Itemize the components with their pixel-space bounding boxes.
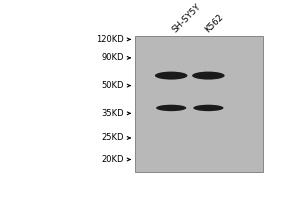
Text: K562: K562 [203, 13, 225, 35]
Text: 90KD: 90KD [101, 53, 124, 62]
Text: 25KD: 25KD [101, 133, 124, 142]
Ellipse shape [155, 72, 188, 80]
Text: 35KD: 35KD [101, 109, 124, 118]
Text: 50KD: 50KD [101, 81, 124, 90]
Ellipse shape [193, 105, 224, 111]
Ellipse shape [192, 72, 225, 80]
Ellipse shape [156, 105, 186, 111]
FancyBboxPatch shape [135, 36, 263, 172]
Text: 20KD: 20KD [101, 155, 124, 164]
Text: SH-SY5Y: SH-SY5Y [171, 3, 203, 35]
Text: 120KD: 120KD [96, 35, 124, 44]
